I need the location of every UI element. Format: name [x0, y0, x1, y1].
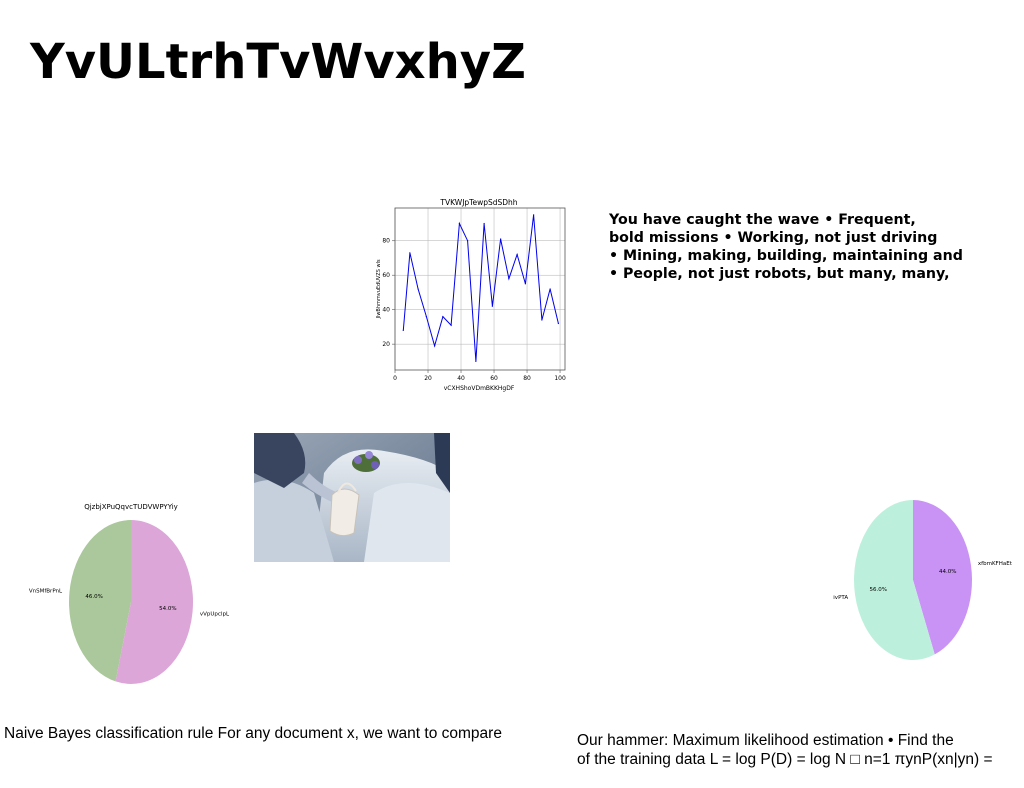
pie-pct-label: 54.0%	[159, 606, 176, 612]
line-chart-ticks: 0 20 40 60 80 100 20 40 60 80	[382, 238, 566, 382]
line-chart: TVKWJpTewpSdSDhh 0 20 40 60 80 100 20 40 60 80 vC…	[376, 198, 566, 392]
pie-chart-left: QjzbjXPuQqvcTUDVWPYYiy 54.0% vVpUpclpL 46.…	[29, 503, 230, 684]
pie-left-title: QjzbjXPuQqvcTUDVWPYYiy	[84, 503, 178, 511]
line-point	[458, 222, 460, 225]
bullet-line: You have caught the wave • Frequent,	[609, 212, 916, 228]
x-tick-label: 60	[490, 375, 498, 382]
y-tick-label: 40	[382, 307, 390, 314]
pie-slice	[853, 500, 935, 660]
pie-pct-label: 56.0%	[869, 587, 886, 593]
line-point	[450, 324, 452, 326]
line-chart-series-line	[402, 214, 559, 362]
pie-category-label: VnSMfBrPnL	[29, 588, 63, 594]
pie-category-label: xfbmKFHaEt	[978, 561, 1013, 567]
line-chart-x-axis-label: vCXHShoVDmBKKHgDF	[444, 385, 515, 392]
line-point	[409, 252, 411, 254]
caption-right: Our hammer: Maximum likelihood estimatio…	[577, 731, 993, 769]
pie-slice	[913, 500, 972, 655]
line-point	[508, 278, 510, 280]
pie-category-label: ivPTA	[833, 595, 848, 601]
line-point	[500, 238, 502, 240]
x-tick-label: 0	[393, 375, 397, 382]
caption-right-line: Our hammer: Maximum likelihood estimatio…	[577, 732, 954, 749]
line-point	[549, 288, 551, 290]
x-tick-label: 40	[457, 375, 465, 382]
x-tick-label: 80	[523, 375, 531, 382]
pie-slice	[69, 520, 131, 682]
x-tick-label: 20	[424, 375, 432, 382]
line-point	[516, 253, 518, 256]
y-tick-label: 80	[382, 238, 390, 245]
caption-right-line: of the training data L = log P(D) = log …	[577, 751, 993, 768]
line-chart-grid	[394, 208, 565, 370]
y-tick-label: 60	[382, 272, 390, 279]
pie-category-label: vVpUpclpL	[200, 612, 230, 618]
bullet-line: • Mining, making, building, maintaining …	[609, 248, 963, 264]
line-point	[475, 360, 477, 362]
pie-pct-label: 44.0%	[939, 569, 956, 575]
pie-chart-right: 44.0% xfbmKFHaEt 56.0% ivPTA	[833, 500, 1013, 660]
line-chart-y-axis-label: JlwBhmmvuEdUVZS wls	[376, 259, 382, 320]
photo-woman-with-flower-basket	[254, 433, 450, 562]
bullet-text: You have caught the wave • Frequent, bol…	[609, 211, 1019, 283]
pie-right-slices: 44.0% xfbmKFHaEt 56.0% ivPTA	[833, 500, 1013, 660]
pie-left-slices: 54.0% vVpUpclpL 46.0% VnSMfBrPnL	[29, 520, 230, 684]
line-point	[442, 315, 444, 318]
line-point	[557, 322, 559, 325]
page-title: YvULtrhTvWvxhyZ	[30, 34, 526, 90]
line-chart-points	[402, 214, 559, 362]
line-point	[425, 315, 427, 318]
line-point	[434, 345, 436, 347]
line-point	[417, 288, 419, 290]
line-point	[402, 329, 404, 331]
line-point	[524, 283, 526, 285]
bullet-line: bold missions • Working, not just drivin…	[609, 230, 938, 246]
pie-slice	[115, 520, 194, 684]
line-chart-title: TVKWJpTewpSdSDhh	[439, 198, 517, 207]
line-point	[483, 222, 485, 225]
line-chart-frame	[394, 207, 566, 371]
line-point	[533, 214, 535, 216]
bullet-line: • People, not just robots, but many, man…	[609, 266, 950, 282]
caption-left: Naive Bayes classification rule For any …	[4, 725, 502, 742]
pie-pct-label: 46.0%	[85, 594, 102, 600]
x-tick-label: 100	[554, 375, 566, 382]
line-point	[541, 319, 543, 321]
line-point	[467, 240, 469, 242]
y-tick-label: 20	[382, 341, 390, 348]
line-point	[491, 305, 493, 307]
